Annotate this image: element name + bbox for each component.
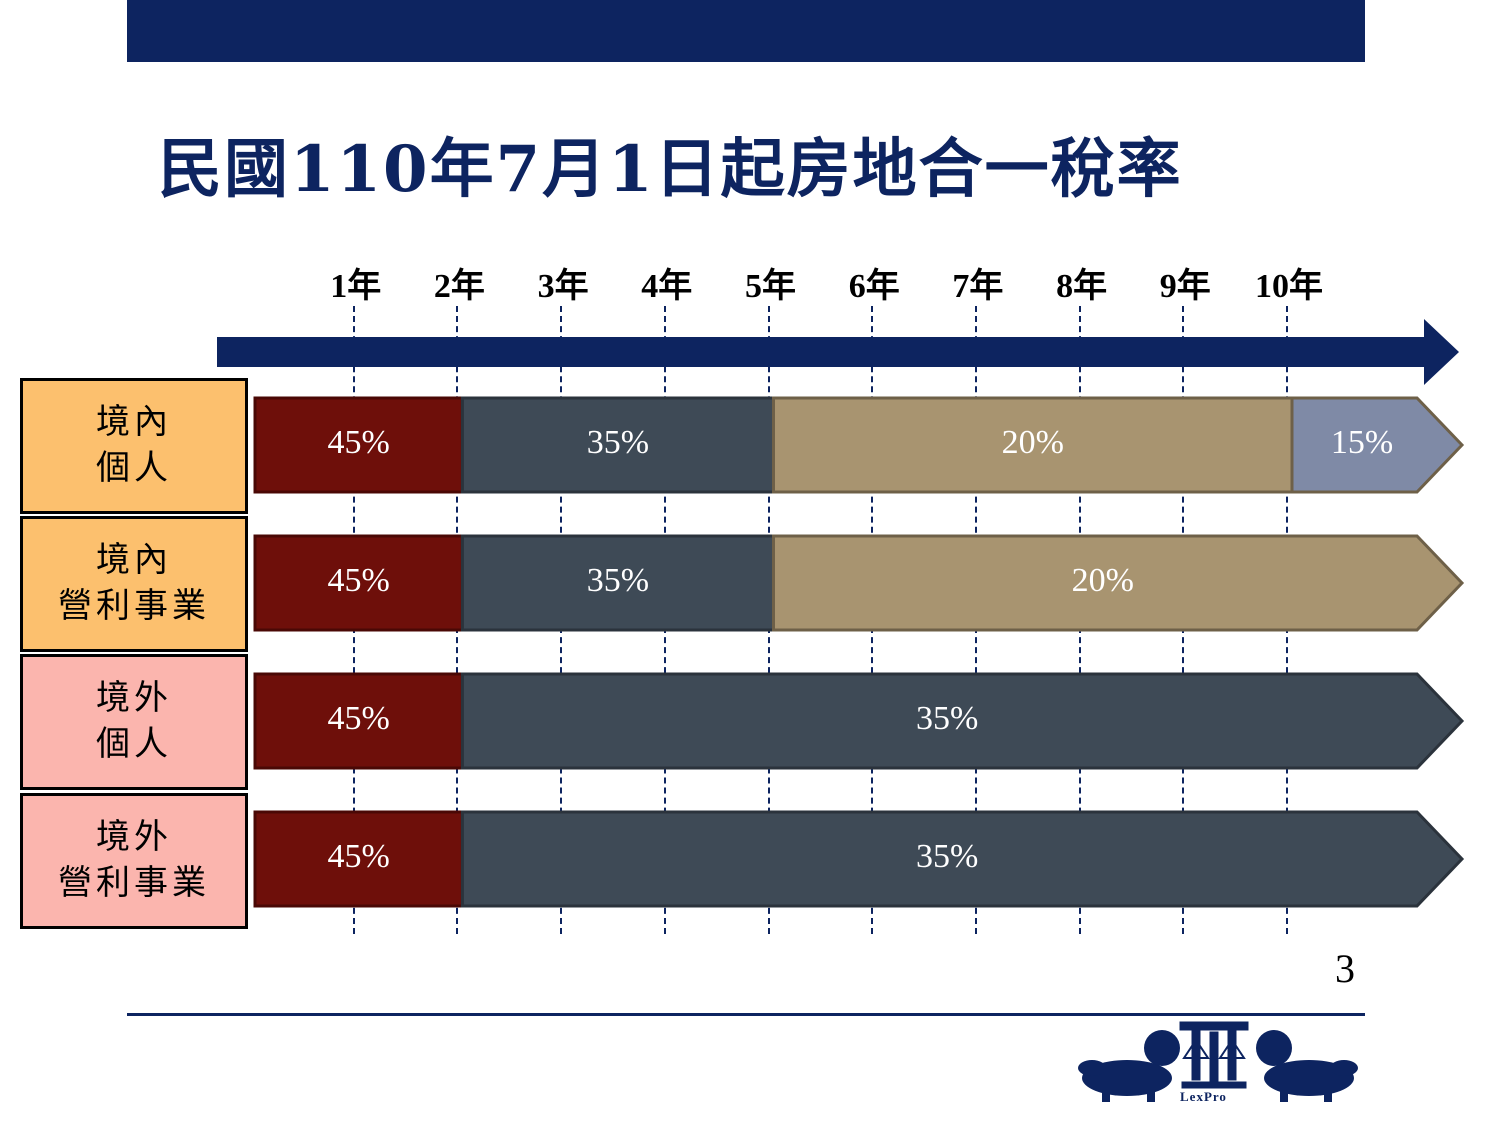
rate-label: 45% xyxy=(328,838,390,875)
footer-line xyxy=(127,1013,1365,1016)
rate-label: 45% xyxy=(328,424,390,461)
year-label: 3年 xyxy=(537,268,589,305)
rate-bars: 45% 35% 20% 15% 45% 35% 20% 45% 35% 45% 35% xyxy=(253,396,1465,908)
year-label: 2年 xyxy=(433,268,485,305)
year-label: 1年 xyxy=(330,268,382,305)
row-label-line: 境內 xyxy=(96,540,172,581)
row-label-line: 個人 xyxy=(96,724,172,764)
rate-label: 35% xyxy=(587,562,649,599)
timeline-arrow-shape xyxy=(217,319,1459,385)
row-label-line: 營利事業 xyxy=(58,863,210,903)
row-label-line: 個人 xyxy=(96,448,172,488)
page-number: 3 xyxy=(1335,946,1355,991)
row-label: 境外 個人 xyxy=(20,654,248,790)
lion-right-icon xyxy=(1256,1030,1358,1102)
rate-segment xyxy=(460,810,1465,908)
rate-label: 35% xyxy=(916,838,978,875)
rate-label: 35% xyxy=(587,424,649,461)
year-label: 9年 xyxy=(1159,268,1211,305)
rate-label: 15% xyxy=(1331,424,1393,461)
lexpro-logo xyxy=(1078,1021,1358,1102)
rate-segment xyxy=(460,672,1465,770)
logo-text: LexPro xyxy=(1180,1089,1227,1104)
row-label: 境內 個人 xyxy=(20,378,248,514)
row-label-line: 營利事業 xyxy=(58,586,210,626)
year-label: 7年 xyxy=(952,268,1004,305)
timeline-arrow xyxy=(217,319,1459,385)
slide-title: 民國110年7月1日起房地合一稅率 xyxy=(158,132,1183,207)
scales-icon xyxy=(1179,1021,1249,1089)
rate-segment xyxy=(1290,396,1465,494)
row-label-line: 境外 xyxy=(96,817,172,858)
row-label-line: 境外 xyxy=(96,678,172,719)
year-label: 10年 xyxy=(1255,268,1323,305)
rate-label: 20% xyxy=(1072,562,1134,599)
lion-left-icon xyxy=(1078,1030,1180,1102)
row-label-line: 境內 xyxy=(96,402,172,443)
year-label: 4年 xyxy=(641,268,693,305)
row-label: 境外 營利事業 xyxy=(20,793,248,929)
year-label: 6年 xyxy=(848,268,900,305)
rate-label: 45% xyxy=(328,700,390,737)
row-label: 境內 營利事業 xyxy=(20,516,248,652)
year-label: 5年 xyxy=(745,268,796,305)
rate-segment xyxy=(772,534,1465,632)
rate-label: 20% xyxy=(1002,424,1064,461)
header-bar xyxy=(127,0,1365,62)
rate-label: 45% xyxy=(328,562,390,599)
year-label: 8年 xyxy=(1056,268,1108,305)
rate-label: 35% xyxy=(916,700,978,737)
